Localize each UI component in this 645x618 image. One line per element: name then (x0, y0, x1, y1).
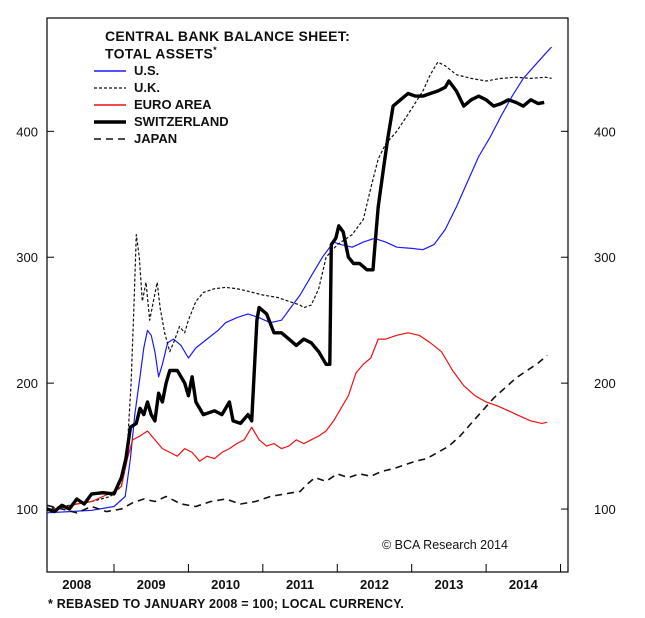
legend-swatch-euro-area (94, 104, 126, 106)
legend-item-euro-area: EURO AREA (92, 96, 229, 113)
series-line-u-k (46, 61, 552, 510)
x-tick-label: 2008 (62, 577, 91, 592)
y-tick-label-right: 200 (594, 376, 616, 391)
legend-swatch-switzerland (94, 120, 126, 124)
x-tick-label: 2011 (286, 577, 314, 592)
legend-label-euro-area: EURO AREA (134, 97, 212, 112)
x-tick-label: 2013 (434, 577, 463, 592)
series-line-u-s (46, 46, 553, 514)
y-tick-label-right: 100 (594, 502, 616, 517)
legend-item-us: U.S. (92, 62, 229, 79)
series-line-japan (46, 354, 548, 514)
y-tick-label-left: 400 (16, 124, 38, 139)
series-line-euro-area (46, 332, 548, 511)
y-tick-label-left: 100 (16, 502, 38, 517)
y-tick-label-left: 200 (16, 376, 38, 391)
x-tick-label: 2009 (137, 577, 166, 592)
legend-item-uk: U.K. (92, 79, 229, 96)
legend-label-us: U.S. (134, 63, 160, 78)
y-tick-label-right: 400 (594, 124, 616, 139)
series-line-switzerland (46, 79, 545, 514)
x-tick-label: 2014 (509, 577, 539, 592)
footnote: * REBASED TO JANUARY 2008 = 100; LOCAL C… (48, 597, 405, 611)
legend-label-switzerland: SWITZERLAND (134, 114, 229, 129)
legend-swatch-uk (94, 87, 126, 89)
x-tick-label: 2010 (211, 577, 240, 592)
legend-label-uk: U.K. (134, 80, 160, 95)
legend-item-switzerland: SWITZERLAND (92, 113, 229, 130)
chart-subtitle: TOTAL ASSETS (105, 45, 214, 62)
chart-title: CENTRAL BANK BALANCE SHEET: (105, 28, 351, 44)
subtitle-marker: * (213, 45, 217, 55)
legend-swatch-us (94, 70, 126, 72)
x-tick-label: 2012 (360, 577, 389, 592)
legend: U.S. U.K. EURO AREA SWITZERLAND JAPAN (92, 62, 229, 147)
legend-swatch-japan (94, 138, 126, 140)
y-tick-label-right: 300 (594, 250, 616, 265)
legend-item-japan: JAPAN (92, 130, 229, 147)
y-tick-label-left: 300 (16, 250, 38, 265)
legend-label-japan: JAPAN (134, 131, 178, 146)
plot-frame (46, 17, 569, 573)
copyright-credit: © BCA Research 2014 (382, 538, 508, 552)
